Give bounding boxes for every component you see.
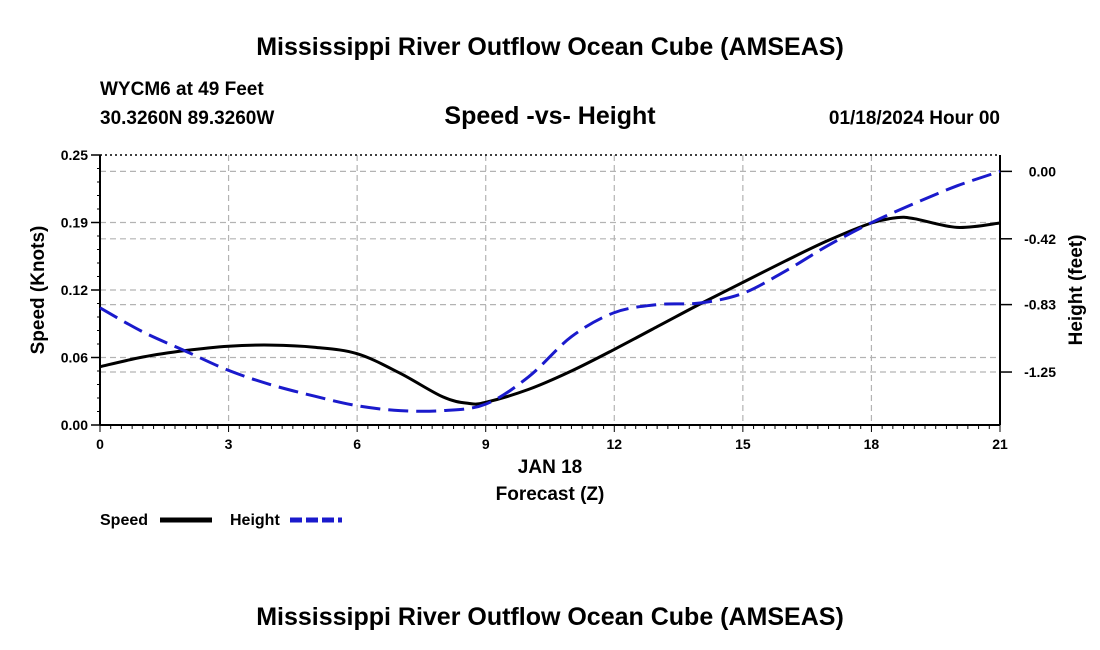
forecast-date: 01/18/2024 Hour 00 [829, 108, 1000, 129]
page-title: Mississippi River Outflow Ocean Cube (AM… [256, 33, 844, 61]
y-right-tick-label: 0.00 [1029, 163, 1056, 179]
y-right-tick-label: -1.25 [1024, 364, 1056, 380]
y-left-tick-label: 0.25 [61, 147, 88, 163]
x-tick-label: 15 [735, 436, 751, 452]
chart-title: Speed -vs- Height [444, 102, 656, 130]
plot-frame [97, 154, 1001, 432]
x-tick-label: 18 [864, 436, 880, 452]
y-left-axis-ticks: 0.00 0.06 0.12 0.19 0.25 [61, 147, 100, 433]
series-layer [99, 169, 1001, 413]
x-axis-ticks: 0 3 6 9 12 15 18 21 [96, 436, 1008, 452]
legend-speed-label: Speed [100, 512, 148, 529]
coordinates-label: 30.3260N 89.3260W [100, 108, 274, 129]
x-tick-label: 12 [606, 436, 622, 452]
y-right-axis-ticks: 0.00 -0.42 -0.83 -1.25 [1000, 163, 1056, 380]
x-tick-label: 21 [992, 436, 1008, 452]
x-axis-date: JAN 18 [518, 457, 582, 478]
y-right-tick-label: -0.83 [1024, 297, 1056, 313]
legend: Speed Height [100, 512, 342, 529]
x-tick-label: 0 [96, 436, 104, 452]
grid-lines [100, 155, 1000, 425]
y-right-axis-label: Height (feet) [1066, 235, 1087, 346]
legend-height-label: Height [230, 512, 280, 529]
station-label: WYCM6 at 49 Feet [100, 79, 264, 100]
x-tick-label: 6 [353, 436, 361, 452]
y-left-axis-label: Speed (Knots) [28, 226, 49, 355]
y-right-tick-label: -0.42 [1024, 231, 1056, 247]
speed-series-line [99, 215, 1001, 406]
y-left-tick-label: 0.00 [61, 417, 88, 433]
y-left-tick-label: 0.19 [61, 215, 88, 231]
x-tick-label: 3 [225, 436, 233, 452]
footer-title: Mississippi River Outflow Ocean Cube (AM… [256, 603, 844, 631]
x-axis-label: Forecast (Z) [496, 484, 605, 505]
y-left-tick-label: 0.06 [61, 350, 88, 366]
x-tick-label: 9 [482, 436, 490, 452]
y-left-tick-label: 0.12 [61, 282, 88, 298]
height-series-line [99, 169, 1001, 413]
